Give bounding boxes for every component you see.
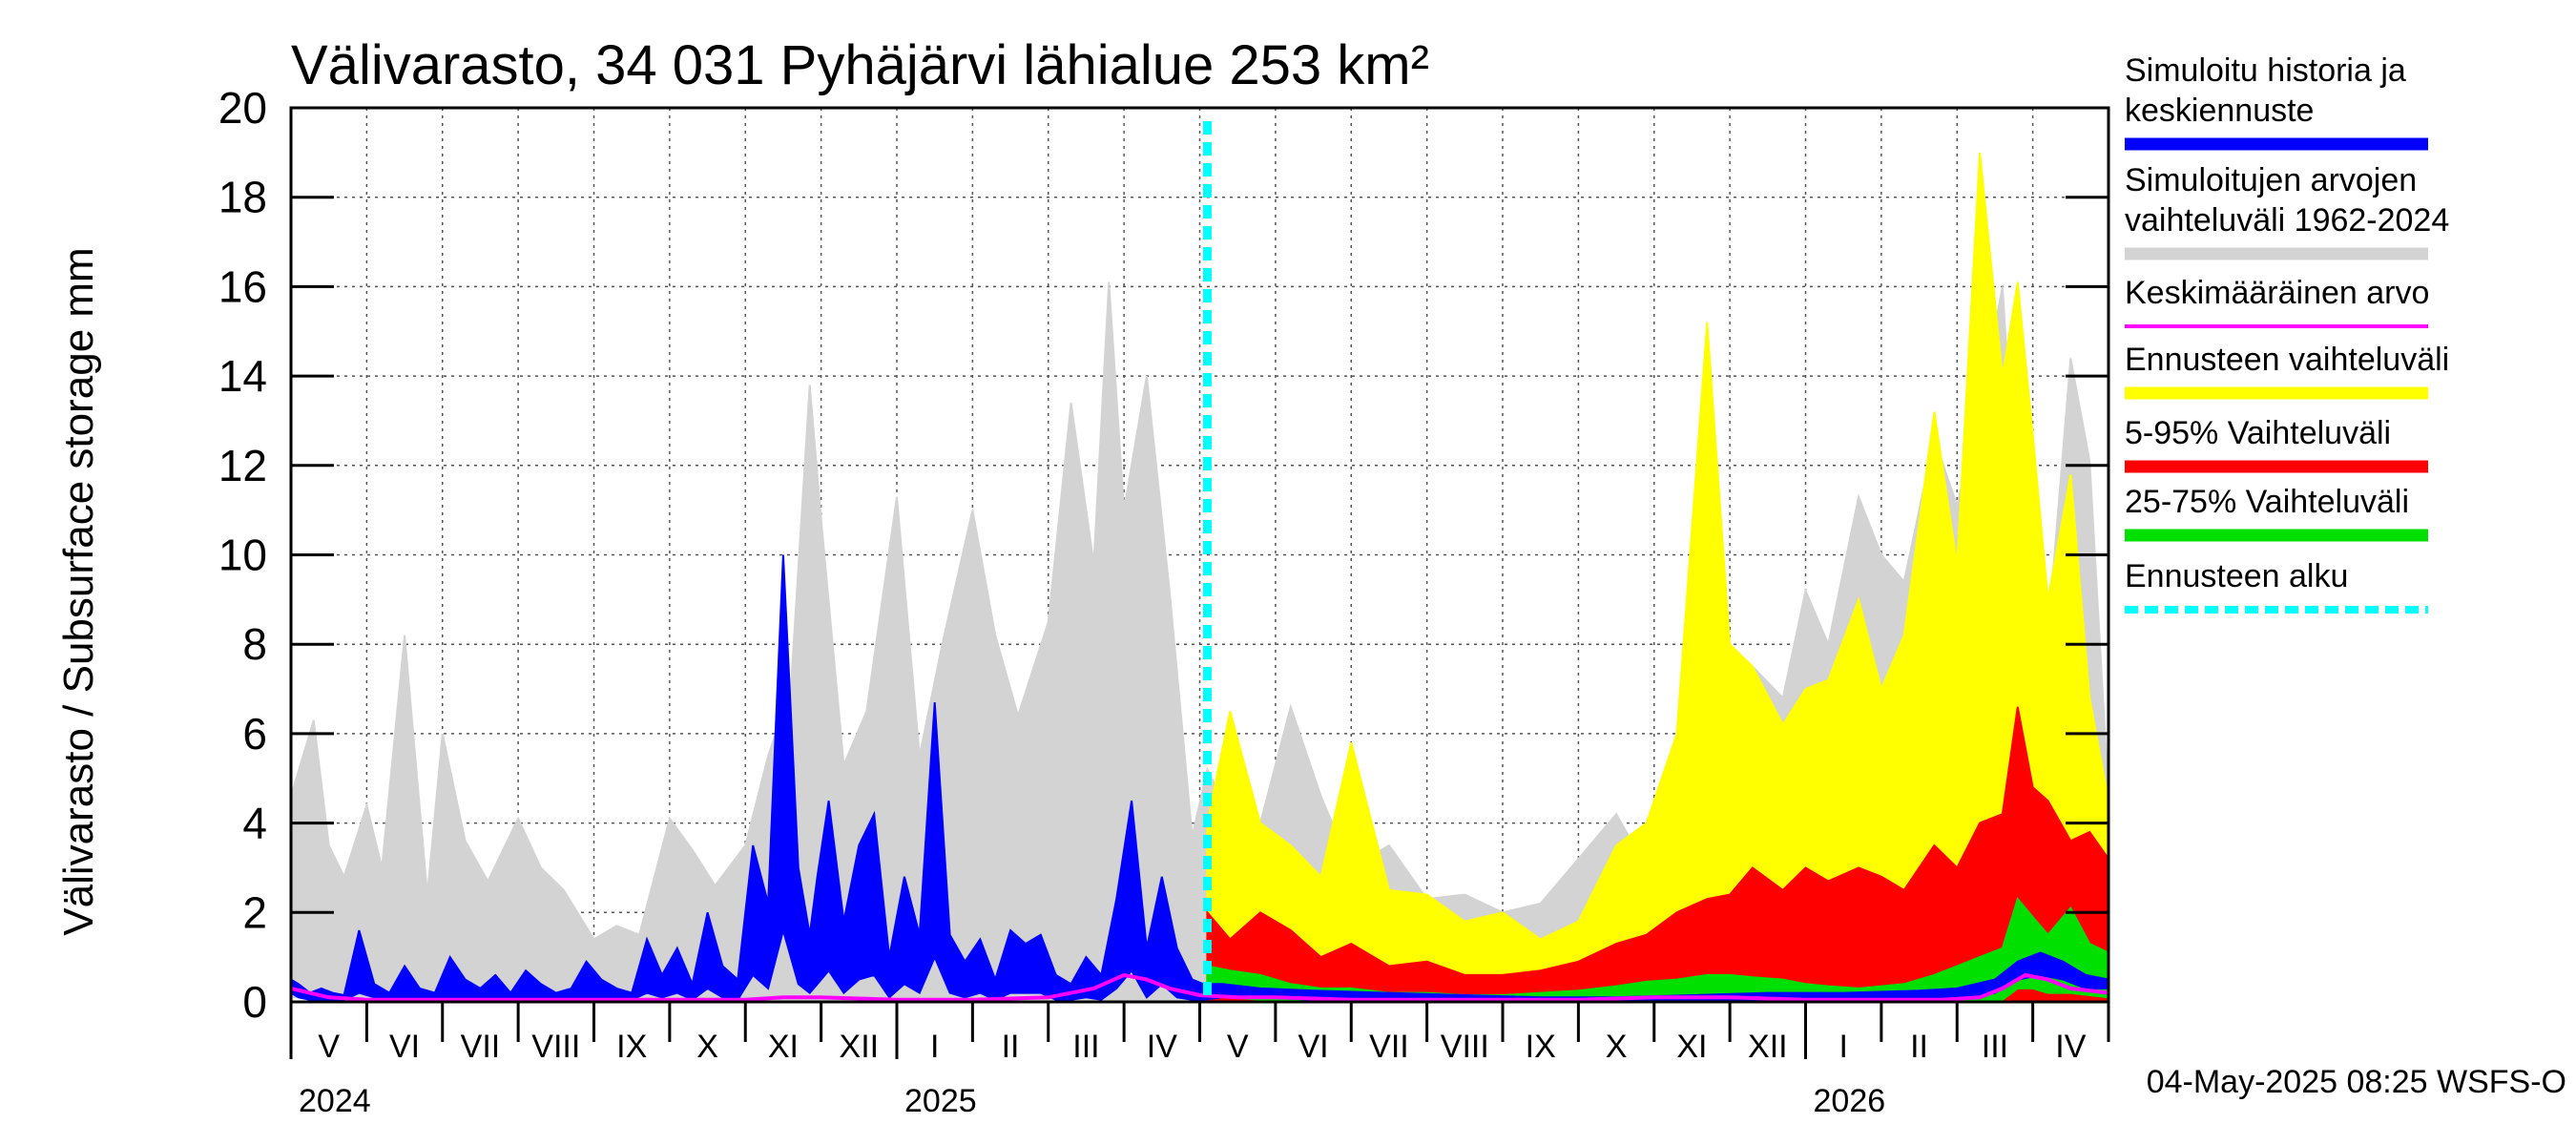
month-label: I: [1839, 1029, 1847, 1065]
year-label: 2026: [1814, 1083, 1886, 1119]
y-tick-label: 8: [242, 619, 267, 669]
month-label: X: [1606, 1029, 1628, 1065]
footer-timestamp: 04-May-2025 08:25 WSFS-O: [2147, 1064, 2566, 1100]
month-label: XI: [768, 1029, 799, 1065]
series-line-mean: [290, 972, 2109, 1002]
month-label: VII: [1369, 1029, 1409, 1065]
legend-label: Simuloitujen arvojen: [2125, 162, 2417, 198]
legend-label: keskiennuste: [2125, 93, 2314, 129]
month-label: II: [1910, 1029, 1928, 1065]
month-label: V: [318, 1029, 340, 1065]
month-label: II: [1002, 1029, 1020, 1065]
month-label: IX: [616, 1029, 647, 1065]
year-label: 2024: [299, 1083, 371, 1119]
month-label: III: [1072, 1029, 1099, 1065]
legend: Simuloitu historia ja keskiennuste Simuloi…: [2125, 52, 2449, 614]
month-label: IV: [2055, 1029, 2086, 1065]
month-label: VIII: [1441, 1029, 1489, 1065]
legend-label: vaihteluväli 1962-2024: [2125, 202, 2449, 239]
month-label: IV: [1147, 1029, 1177, 1065]
month-label: I: [930, 1029, 939, 1065]
y-tick-label: 20: [218, 83, 267, 133]
y-tick-label: 16: [218, 261, 267, 311]
month-label: X: [696, 1029, 718, 1065]
legend-label: 25-75% Vaihteluväli: [2125, 484, 2409, 520]
y-tick-label: 10: [218, 531, 267, 580]
month-label: VII: [461, 1029, 501, 1065]
y-tick-label: 12: [218, 441, 267, 490]
legend-label: Simuloitu historia ja: [2125, 52, 2406, 89]
chart-title: Välivarasto, 34 031 Pyhäjärvi lähialue 2…: [291, 34, 1429, 96]
month-label: VIII: [531, 1029, 580, 1065]
legend-label: 5-95% Vaihteluväli: [2125, 415, 2391, 451]
month-label: IX: [1526, 1029, 1556, 1065]
y-tick-label: 0: [242, 977, 267, 1027]
y-tick-label: 4: [242, 799, 267, 848]
legend-label: Keskimääräinen arvo: [2125, 275, 2429, 311]
month-label: XI: [1676, 1029, 1707, 1065]
y-tick-label: 14: [218, 351, 267, 401]
y-tick-label: 6: [242, 709, 267, 759]
month-label: XII: [1748, 1029, 1788, 1065]
month-label: VI: [1298, 1029, 1329, 1065]
month-label: III: [1982, 1029, 2008, 1065]
y-tick-label: 18: [218, 173, 267, 222]
y-axis-label: Välivarasto / Subsurface storage mm: [55, 247, 102, 935]
year-label: 2025: [904, 1083, 977, 1119]
month-label: VI: [389, 1029, 420, 1065]
y-tick-label: 2: [242, 887, 267, 937]
legend-label: Ennusteen vaihteluväli: [2125, 342, 2449, 378]
month-label: XII: [840, 1029, 880, 1065]
legend-label: Ennusteen alku: [2125, 558, 2348, 594]
month-label: V: [1227, 1029, 1249, 1065]
